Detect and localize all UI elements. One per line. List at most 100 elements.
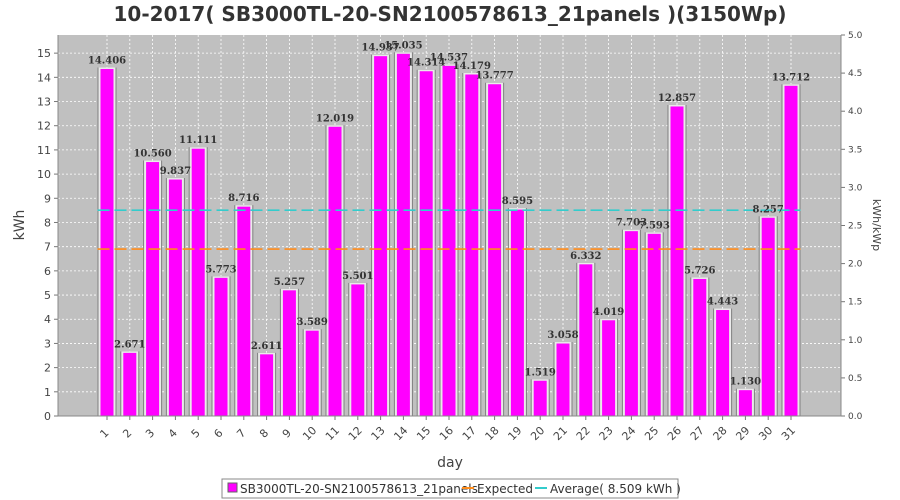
y-tick-label: 9 [44, 192, 51, 205]
data-label: 1.519 [525, 367, 556, 378]
y-right-tick-label: 3.5 [848, 145, 862, 155]
y-right-tick-label: 2.0 [848, 260, 863, 270]
y-right-tick-label: 1.5 [848, 298, 862, 308]
x-tick-label: 16 [437, 424, 456, 443]
bar [602, 320, 616, 416]
data-label: 5.726 [684, 265, 715, 276]
x-tick-label: 1 [97, 426, 111, 440]
x-axis-title: day [437, 455, 463, 471]
bar [784, 85, 798, 416]
legend-swatch-series [227, 482, 238, 493]
data-labels: 14.406 2.671 10.560 9.837 11.111 5.773 8.716 2.… [88, 40, 810, 387]
y-right-tick-label: 2.5 [848, 222, 862, 232]
reference-lines [97, 209, 801, 250]
bar [488, 84, 502, 416]
bar [693, 278, 707, 416]
data-label: 15.035 [384, 40, 422, 51]
y-tick-label: 14 [37, 71, 51, 84]
x-tick-label: 13 [369, 424, 388, 443]
x-tick-label: 4 [166, 426, 180, 440]
y-right-tick-label: 5.0 [848, 31, 863, 41]
bar [738, 390, 752, 416]
y-tick-label: 10 [37, 168, 51, 181]
y-tick-label: 15 [37, 47, 51, 60]
bar [374, 56, 388, 416]
data-label: 12.019 [316, 113, 354, 124]
bar [419, 71, 433, 417]
x-tick-label: 21 [551, 424, 570, 443]
x-tick-label: 15 [414, 424, 433, 443]
bar [191, 148, 205, 417]
bar [214, 277, 228, 416]
y-right-tick-label: 3.0 [848, 183, 863, 193]
y-right-tick-label: 0.5 [848, 374, 862, 384]
data-label: 8.257 [753, 204, 784, 215]
x-tick-label: 7 [234, 426, 248, 440]
x-tick-label: 30 [756, 424, 775, 443]
data-label: 5.257 [274, 277, 305, 288]
data-label: 2.611 [251, 341, 282, 352]
data-label: 13.777 [475, 71, 513, 82]
y-axis-right-title: kWh/kWp [870, 199, 883, 251]
data-label: 14.406 [88, 56, 126, 67]
y-right-tick-label: 4.5 [848, 69, 862, 79]
y-right-tick-label: 4.0 [848, 107, 863, 117]
data-label: 3.058 [547, 330, 578, 341]
bar [396, 53, 410, 416]
y-tick-label: 11 [37, 144, 51, 157]
data-label: 13.712 [772, 72, 810, 83]
x-tick-label: 10 [300, 424, 319, 443]
data-label: 9.837 [160, 166, 191, 177]
y-tick-label: 12 [37, 120, 51, 133]
bar [282, 290, 296, 416]
data-label: 7.703 [616, 218, 647, 229]
bar [305, 330, 319, 416]
x-tick-label: 11 [323, 424, 342, 443]
y-tick-label: 13 [37, 96, 51, 109]
chart-title: 10-2017( SB3000TL-20-SN2100578613_21pane… [114, 2, 787, 26]
x-tick-label: 18 [483, 424, 502, 443]
data-label: 4.019 [593, 307, 624, 318]
legend-label-series: SB3000TL-20-SN2100578613_21panels [240, 482, 478, 496]
bar [670, 106, 684, 417]
bar [761, 217, 775, 416]
legend: SB3000TL-20-SN2100578613_21panels Expect… [221, 478, 681, 499]
legend-label-average: Average( 8.509 kWh ) [550, 482, 681, 496]
x-tick-label: 24 [619, 424, 638, 443]
x-tick-label: 20 [528, 424, 547, 443]
data-label: 3.589 [297, 317, 328, 328]
x-tick-label: 22 [574, 424, 593, 443]
bar [556, 343, 570, 416]
data-label: 14.179 [453, 61, 491, 72]
bar [351, 284, 365, 416]
y-right-tick-label: 1.0 [848, 336, 863, 346]
bar [533, 380, 547, 416]
data-label: 14.937 [361, 43, 399, 54]
x-tick-label: 12 [346, 424, 365, 443]
bar [647, 233, 661, 416]
bar [168, 179, 182, 416]
y-tick-label: 3 [44, 337, 51, 350]
bar [716, 310, 730, 416]
bar [624, 231, 638, 416]
x-tick-label: 28 [711, 424, 730, 443]
data-label: 4.443 [707, 297, 738, 308]
data-label: 14.537 [430, 52, 468, 63]
y-tick-label: 1 [44, 386, 51, 399]
bar [579, 264, 593, 416]
y-tick-label: 6 [44, 265, 51, 278]
x-tick-label: 23 [597, 424, 616, 443]
data-label: 10.560 [133, 149, 171, 160]
x-tick-label: 17 [460, 424, 479, 443]
bar [328, 126, 342, 416]
data-label: 2.671 [114, 339, 145, 350]
x-tick-label: 9 [280, 426, 294, 440]
data-label: 11.111 [179, 135, 217, 146]
data-label: 7.593 [639, 220, 670, 231]
y-tick-label: 0 [44, 410, 51, 423]
data-label: 1.130 [730, 377, 761, 388]
x-tick-label: 14 [391, 424, 410, 443]
x-tick-label: 5 [189, 426, 203, 440]
x-tick-label: 27 [688, 424, 707, 443]
